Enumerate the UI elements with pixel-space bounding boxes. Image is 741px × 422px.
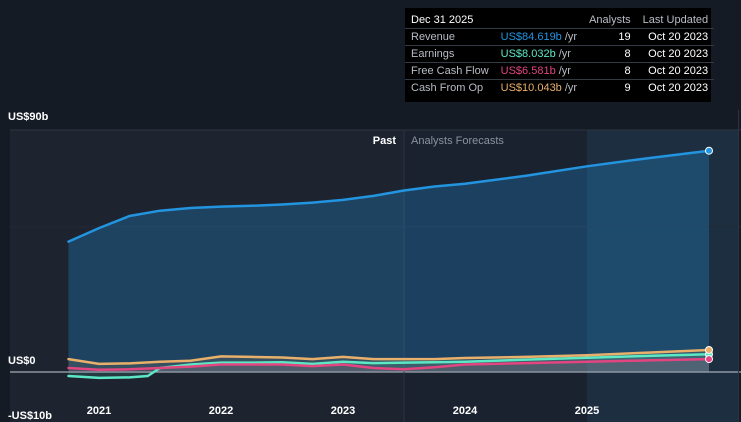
tooltip-row: Revenue US$84.619b /yr 19 Oct 20 2023 [405, 28, 715, 46]
tooltip-last-updated: Oct 20 2023 [636, 62, 715, 80]
tooltip-metric-value: US$10.043b /yr [494, 79, 584, 96]
x-tick-label: 2022 [209, 405, 233, 417]
x-tick-label: 2021 [87, 405, 111, 417]
area-free_cash_flow [68, 359, 709, 372]
x-tick-label: 2025 [575, 405, 599, 417]
tooltip-analysts-count: 8 [583, 45, 637, 63]
end-marker-free_cash_flow [705, 355, 713, 364]
tooltip-value-unit: /yr [561, 82, 578, 94]
tooltip-table: Dec 31 2025 Analysts Last Updated Revenu… [405, 12, 715, 96]
forecast-tooltip: Dec 31 2025 Analysts Last Updated Revenu… [405, 8, 715, 102]
chart-labels: US$90b US$0 -US$10b 2021 2022 2023 2024 2025 Pas… [8, 111, 599, 422]
tooltip-value-amount: US$8.032b [500, 48, 556, 60]
highlight-year-band [587, 130, 739, 422]
line-revenue [67, 149, 711, 243]
tooltip-last-updated: Oct 20 2023 [636, 79, 715, 96]
end-marker-cash_from_op [705, 345, 713, 354]
tooltip-value-unit: /yr [561, 31, 578, 43]
tooltip-value-amount: US$10.043b [500, 82, 562, 94]
tooltip-analysts-count: 19 [583, 28, 637, 46]
tooltip-analysts-count: 9 [583, 79, 637, 96]
forecast-label: Analysts Forecasts [411, 135, 504, 147]
tooltip-col-updated: Last Updated [642, 14, 709, 26]
past-label: Past [373, 135, 397, 147]
y-axis-label: -US$10b [8, 410, 52, 422]
x-tick-label: 2024 [453, 405, 478, 417]
chart-lines [67, 149, 711, 380]
area-earnings [68, 354, 709, 378]
tooltip-analysts-count: 8 [583, 62, 637, 80]
y-axis-label: US$0 [8, 355, 36, 367]
tooltip-last-updated: Oct 20 2023 [636, 45, 715, 63]
past-region [10, 130, 404, 422]
tooltip-metric-name: Revenue [405, 28, 495, 46]
tooltip-value-amount: US$84.619b [500, 31, 562, 43]
line-earnings [67, 353, 711, 380]
tooltip-row: Earnings US$8.032b /yr 8 Oct 20 2023 [405, 45, 715, 63]
tooltip-value-amount: US$6.581b [500, 65, 556, 77]
tooltip-value-unit: /yr [555, 65, 571, 77]
tooltip-metric-name: Free Cash Flow [405, 62, 495, 80]
line-cash_from_op [67, 348, 711, 366]
tooltip-metric-name: Cash From Op [405, 79, 495, 96]
tooltip-metric-name: Earnings [405, 45, 495, 63]
tooltip-last-updated: Oct 20 2023 [636, 28, 715, 46]
chart-end-markers [705, 146, 713, 364]
tooltip-col-analysts: Analysts [589, 14, 631, 26]
area-revenue [68, 150, 709, 372]
end-marker-revenue [705, 146, 713, 155]
line-free_cash_flow [67, 357, 711, 372]
x-tick-label: 2023 [331, 405, 355, 417]
tooltip-value-unit: /yr [555, 48, 571, 60]
tooltip-metric-value: US$6.581b /yr [494, 62, 584, 80]
tooltip-metric-value: US$8.032b /yr [494, 45, 584, 63]
chart-areas [68, 150, 709, 378]
tooltip-date: Dec 31 2025 [411, 14, 474, 26]
area-cash_from_op [68, 350, 709, 372]
y-axis-label: US$90b [8, 111, 49, 123]
chart-gridlines [10, 110, 741, 422]
tooltip-row: Free Cash Flow US$6.581b /yr 8 Oct 20 2023 [405, 62, 715, 80]
tooltip-metric-value: US$84.619b /yr [494, 28, 584, 46]
tooltip-row: Cash From Op US$10.043b /yr 9 Oct 20 2023 [405, 79, 715, 96]
